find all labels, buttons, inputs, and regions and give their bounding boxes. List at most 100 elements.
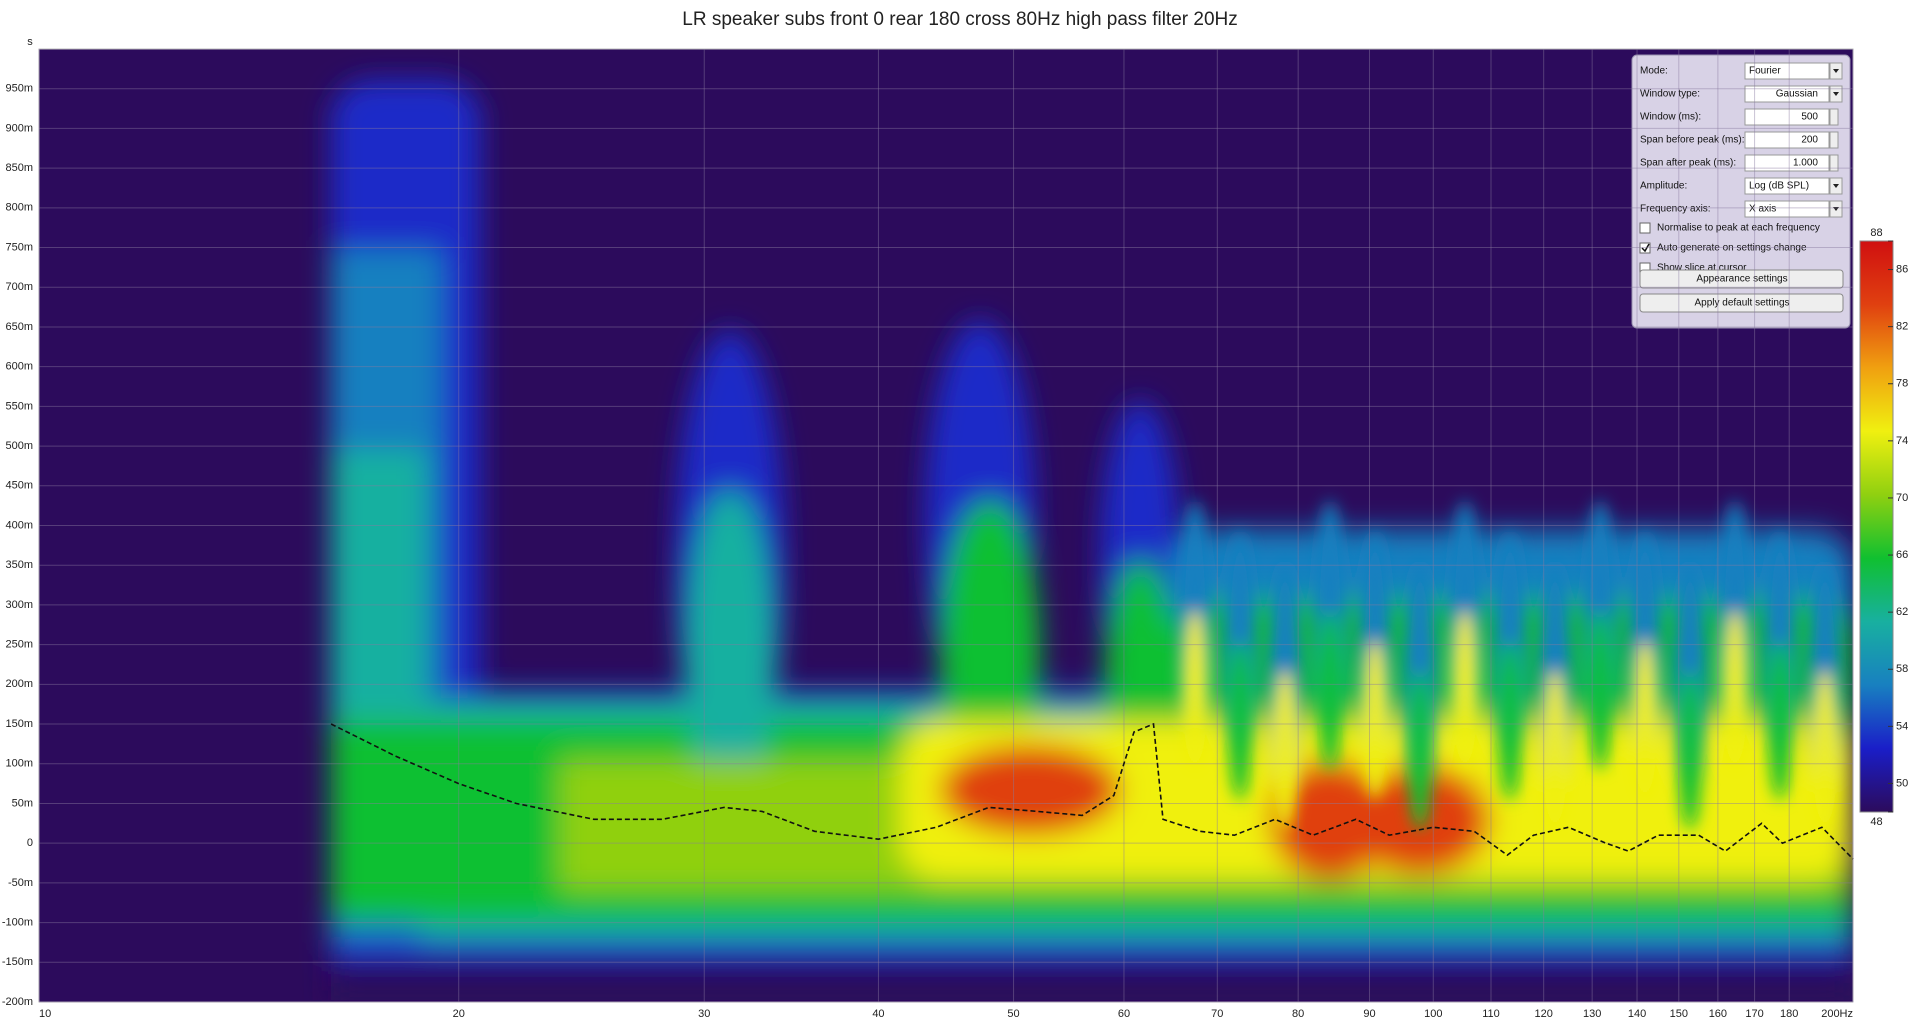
x-tick-label: 200Hz (1821, 1008, 1853, 1020)
panel-button[interactable] (1639, 293, 1844, 313)
spin-button[interactable] (1829, 154, 1839, 172)
spectrogram-spike (1453, 610, 1477, 770)
x-tick-label: 10 (39, 1008, 51, 1020)
field-value: Log (dB SPL) (1749, 181, 1809, 192)
y-tick-label: 100m (5, 758, 33, 770)
y-tick-label: 800m (5, 202, 33, 214)
x-tick-label: 100 (1424, 1008, 1442, 1020)
spectrogram-blob (1270, 760, 1390, 880)
plot-area (39, 49, 1853, 1002)
y-tick-label: 900m (5, 122, 33, 134)
checkbox-label: Auto generate on settings change (1657, 243, 1807, 254)
y-tick-label: 400m (5, 519, 33, 531)
plot-frame (38, 48, 1854, 1003)
field-label: Window (ms): (1640, 112, 1701, 123)
y-tick-label: 850m (5, 162, 33, 174)
y-tick-label: 750m (5, 241, 33, 253)
field-box[interactable] (1744, 108, 1830, 126)
spectrogram-spike (1678, 670, 1702, 830)
spectrogram-blob (685, 490, 775, 810)
colorbar-tick-label: 58 (1896, 663, 1908, 675)
data-line (330, 722, 1854, 860)
y-tick-label: 950m (5, 83, 33, 95)
colorbar-tick-label: 86 (1896, 263, 1908, 275)
y-tick-label: 450m (5, 480, 33, 492)
colorbar-tick-label: 54 (1896, 720, 1908, 732)
colorbar-tick-label: 82 (1896, 321, 1908, 333)
spectrogram-spike (1633, 640, 1657, 800)
spectrogram-spike (1183, 610, 1207, 770)
field-label: Window type: (1640, 89, 1700, 100)
y-tick-label: 700m (5, 281, 33, 293)
colorbar-tick-label: 74 (1896, 435, 1908, 447)
y-axis-label: s (27, 36, 33, 48)
field-label: Span after peak (ms): (1640, 158, 1736, 169)
field-label: Frequency axis: (1640, 204, 1711, 215)
y-tick-label: 150m (5, 718, 33, 730)
colorbar-tick-label: 66 (1896, 549, 1908, 561)
spectrogram-spike (1588, 610, 1612, 770)
field-box[interactable] (1744, 85, 1830, 103)
field-value: X axis (1749, 204, 1776, 215)
field-box[interactable] (1744, 200, 1830, 218)
checkbox-label: Normalise to peak at each frequency (1657, 223, 1820, 234)
field-value: Gaussian (1776, 89, 1818, 100)
field-value: 200 (1801, 135, 1818, 146)
field-label: Mode: (1640, 66, 1668, 77)
settings-panel: Mode: Fourier Window type: Gaussian Window (… (1631, 54, 1851, 329)
spectrogram-spike (1408, 670, 1432, 830)
spin-button[interactable] (1829, 108, 1839, 126)
y-tick-label: 50m (12, 797, 33, 809)
checkbox[interactable] (1639, 222, 1651, 234)
field-box[interactable] (1744, 62, 1830, 80)
spectrogram-blob (940, 745, 1120, 835)
field-label: Amplitude: (1640, 181, 1687, 192)
checkbox[interactable] (1639, 242, 1651, 254)
colorbar-tick-label: 70 (1896, 492, 1908, 504)
spectrogram-spike (1318, 610, 1342, 770)
colorbar (1859, 240, 1894, 813)
x-tick-label: 180 (1780, 1008, 1798, 1020)
field-value: 1.000 (1793, 158, 1818, 169)
y-tick-label: 500m (5, 440, 33, 452)
colorbar-tick-label: 78 (1896, 378, 1908, 390)
y-tick-label: 200m (5, 678, 33, 690)
button-label: Appearance settings (1696, 274, 1787, 285)
panel-button[interactable] (1639, 269, 1844, 289)
x-tick-label: 30 (698, 1008, 710, 1020)
dropdown-arrow (1833, 184, 1839, 188)
y-tick-label: 250m (5, 639, 33, 651)
y-tick-label: 300m (5, 599, 33, 611)
checkbox-label: Show slice at cursor (1657, 263, 1747, 274)
x-tick-label: 70 (1211, 1008, 1223, 1020)
x-tick-label: 120 (1535, 1008, 1553, 1020)
x-tick-label: 80 (1292, 1008, 1304, 1020)
x-tick-label: 110 (1482, 1008, 1500, 1020)
dropdown-arrow (1833, 207, 1839, 211)
y-tick-label: -50m (8, 877, 33, 889)
x-tick-label: 150 (1670, 1008, 1688, 1020)
field-box[interactable] (1744, 131, 1830, 149)
y-tick-label: -100m (2, 916, 33, 928)
spectrogram-spike (1363, 640, 1387, 800)
y-tick-label: 350m (5, 559, 33, 571)
x-tick-label: 130 (1583, 1008, 1601, 1020)
y-tick-label: 550m (5, 400, 33, 412)
spectrogram-spike (1768, 640, 1792, 800)
x-tick-label: 40 (872, 1008, 884, 1020)
x-tick-label: 50 (1007, 1008, 1019, 1020)
field-box[interactable] (1744, 177, 1830, 195)
dropdown-arrow (1833, 92, 1839, 96)
y-tick-label: -200m (2, 996, 33, 1008)
spectrogram-spike (1543, 670, 1567, 830)
spectrogram-blob (331, 960, 1853, 1000)
field-box[interactable] (1744, 154, 1830, 172)
spectrogram-spike (1228, 640, 1252, 800)
colorbar-tick-label: 50 (1896, 777, 1908, 789)
dropdown-arrow (1833, 69, 1839, 73)
x-tick-label: 170 (1745, 1008, 1763, 1020)
spin-button[interactable] (1829, 131, 1839, 149)
x-tick-label: 140 (1628, 1008, 1646, 1020)
